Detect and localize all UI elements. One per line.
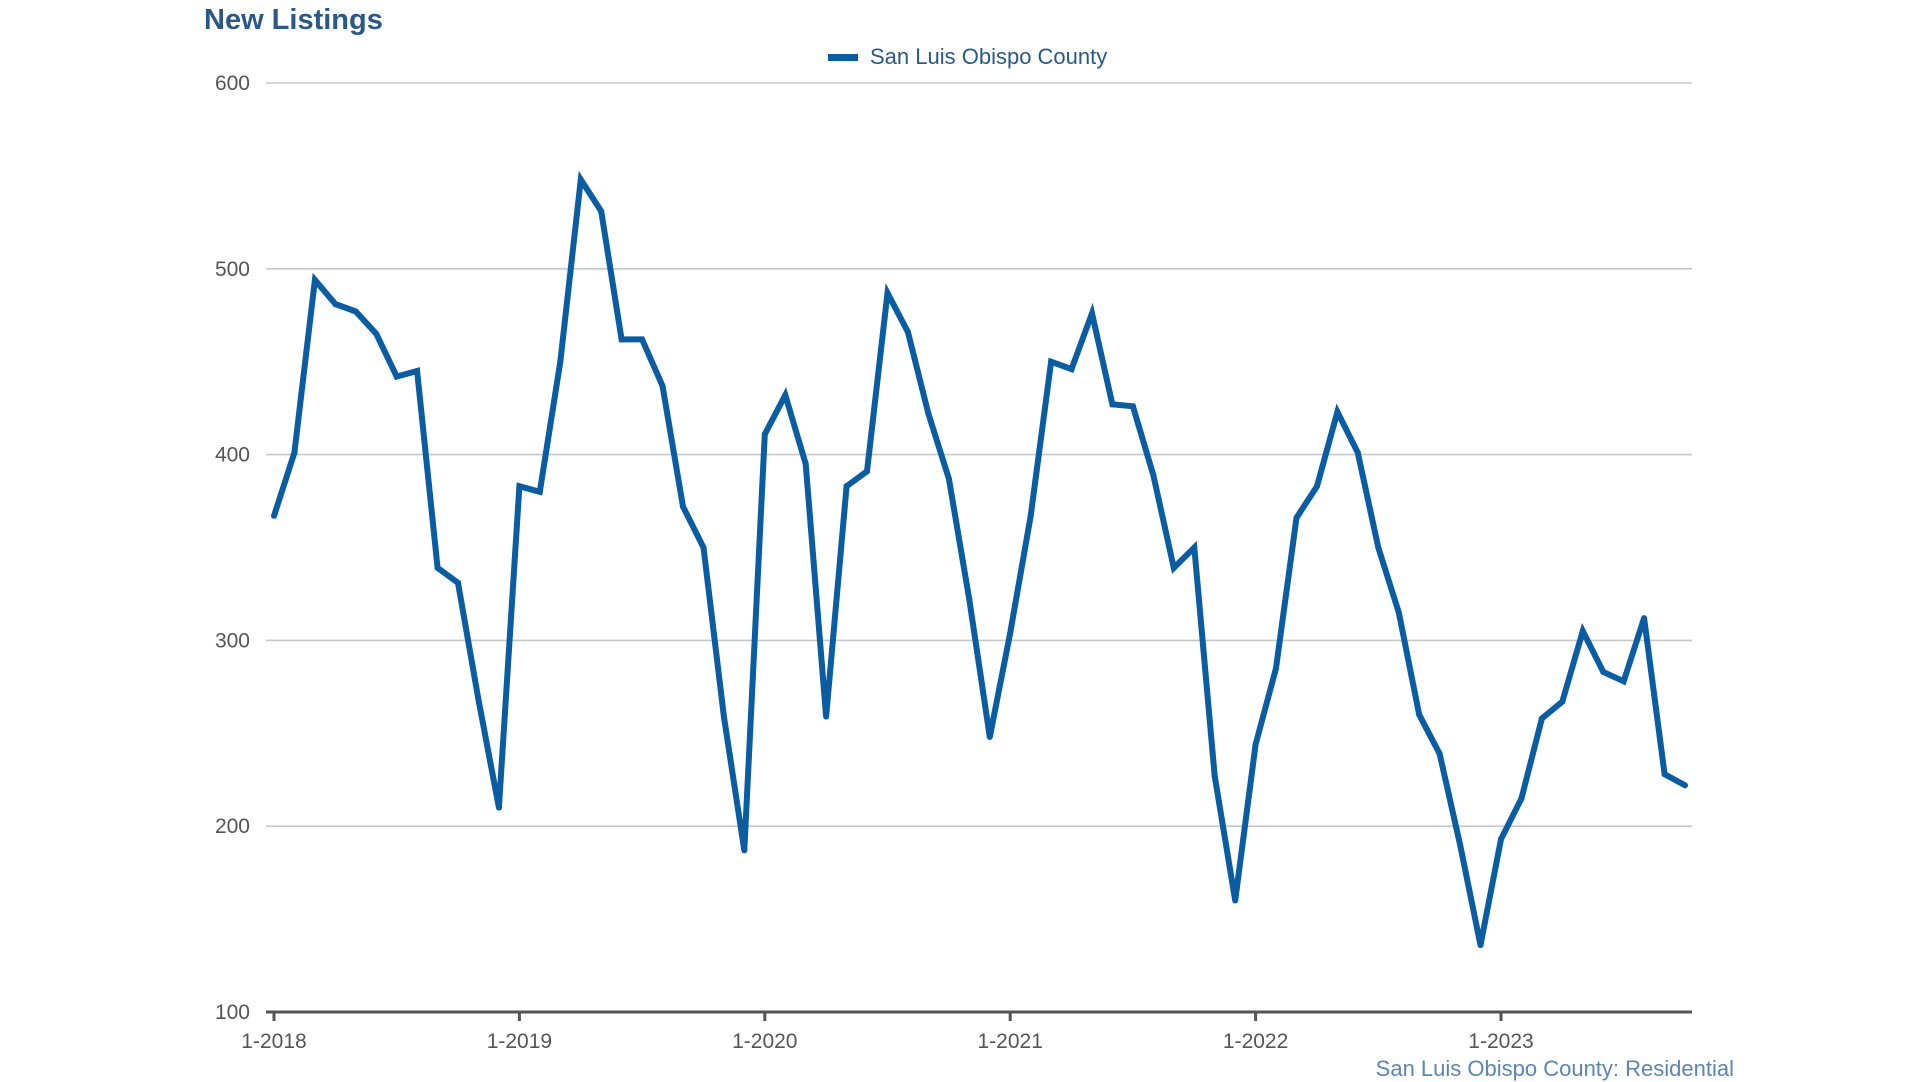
- data-point: [1007, 629, 1014, 636]
- data-point: [1089, 310, 1095, 317]
- data-point: [904, 328, 911, 335]
- y-axis-ticks: 100 200 300 400 500 600: [215, 72, 250, 1024]
- chart-footer-source: San Luis Obispo County: Residential: [1375, 1056, 1734, 1081]
- x-tick-label-1-2019: 1-2019: [487, 1030, 552, 1053]
- data-point: [1416, 711, 1423, 718]
- data-point: [741, 847, 748, 854]
- data-point: [761, 431, 768, 438]
- data-point: [557, 358, 564, 365]
- data-point: [966, 596, 973, 603]
- data-point: [1313, 483, 1320, 490]
- data-point: [434, 564, 441, 571]
- legend-label: San Luis Obispo County: [870, 44, 1108, 69]
- x-tick-label-1-2018: 1-2018: [241, 1030, 306, 1053]
- data-point: [1170, 564, 1177, 571]
- data-point: [516, 483, 523, 490]
- data-point: [1600, 668, 1607, 675]
- data-point: [1191, 544, 1198, 551]
- gridlines: [266, 82, 1692, 828]
- data-point: [639, 336, 646, 343]
- x-axis: 1-2018 1-2019 1-2020 1-2021 1-2022 1-2023: [241, 1010, 1692, 1053]
- data-point: [1579, 628, 1586, 635]
- series-layer: [271, 170, 1689, 949]
- data-point: [618, 336, 625, 343]
- data-point: [393, 373, 400, 380]
- y-tick-label-400: 400: [215, 444, 250, 467]
- data-point: [802, 460, 809, 467]
- data-point: [291, 449, 298, 456]
- y-tick-label-300: 300: [215, 629, 250, 652]
- data-point: [414, 367, 421, 374]
- data-point: [782, 392, 789, 399]
- data-point: [1150, 472, 1157, 479]
- data-point: [1457, 841, 1464, 848]
- chart-title: New Listings: [204, 4, 383, 36]
- x-tick-label-1-2020: 1-2020: [732, 1030, 797, 1053]
- data-point: [271, 512, 277, 519]
- data-point: [1518, 795, 1525, 802]
- data-point: [332, 301, 339, 308]
- data-point: [1641, 615, 1648, 622]
- data-point: [986, 734, 993, 741]
- data-point: [1477, 942, 1484, 949]
- series-line-0: [271, 170, 1687, 946]
- data-point: [1538, 715, 1545, 722]
- data-point: [1232, 897, 1239, 904]
- data-point: [1129, 403, 1136, 410]
- data-point: [1559, 698, 1566, 705]
- data-point: [352, 308, 359, 315]
- data-point: [680, 503, 686, 510]
- data-point: [495, 804, 502, 811]
- x-tick-label-1-2022: 1-2022: [1223, 1030, 1288, 1053]
- data-point: [720, 713, 727, 720]
- data-point: [1027, 512, 1034, 519]
- y-tick-label-500: 500: [215, 258, 250, 281]
- y-tick-label-600: 600: [215, 72, 250, 95]
- data-point: [1252, 741, 1259, 748]
- data-point: [1068, 366, 1075, 373]
- data-point: [475, 696, 482, 703]
- x-tick-label-1-2023: 1-2023: [1468, 1030, 1533, 1053]
- data-point: [823, 713, 830, 720]
- data-point: [1273, 665, 1280, 672]
- data-point: [1661, 771, 1668, 778]
- data-point: [843, 483, 850, 490]
- data-point: [598, 208, 605, 215]
- data-point: [1211, 773, 1218, 780]
- x-tick-label-1-2021: 1-2021: [978, 1030, 1043, 1053]
- y-tick-label-100: 100: [215, 1001, 250, 1024]
- data-point: [1354, 449, 1361, 456]
- data-point: [864, 468, 871, 475]
- data-point: [373, 330, 380, 337]
- data-point: [311, 276, 318, 283]
- data-point: [1498, 836, 1504, 843]
- data-point: [1395, 609, 1402, 616]
- data-point: [925, 410, 932, 417]
- data-point: [1293, 514, 1300, 521]
- data-point: [1334, 408, 1341, 415]
- data-point: [577, 176, 584, 183]
- legend: San Luis Obispo County: [828, 44, 1107, 70]
- data-point: [1682, 782, 1689, 789]
- data-point: [1620, 678, 1627, 685]
- data-point: [1375, 544, 1382, 551]
- data-point: [1048, 358, 1055, 365]
- data-point: [455, 579, 462, 586]
- data-point: [536, 488, 543, 495]
- data-point: [884, 289, 891, 296]
- data-point: [659, 382, 666, 389]
- legend-swatch: [828, 53, 858, 61]
- data-point: [1109, 401, 1116, 408]
- y-tick-label-200: 200: [215, 815, 250, 838]
- data-point: [1436, 750, 1443, 757]
- data-point: [945, 475, 952, 482]
- data-point: [700, 544, 707, 551]
